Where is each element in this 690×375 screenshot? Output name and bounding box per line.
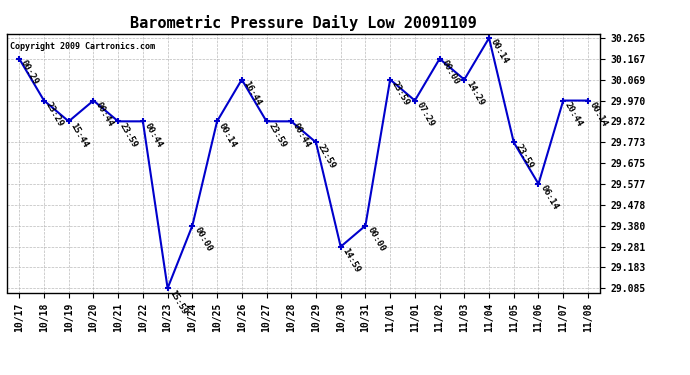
Text: 00:00: 00:00 bbox=[440, 59, 461, 87]
Title: Barometric Pressure Daily Low 20091109: Barometric Pressure Daily Low 20091109 bbox=[130, 15, 477, 31]
Text: 00:00: 00:00 bbox=[366, 226, 386, 254]
Text: 23:59: 23:59 bbox=[514, 142, 535, 170]
Text: 00:29: 00:29 bbox=[19, 59, 41, 87]
Text: 23:59: 23:59 bbox=[390, 80, 411, 107]
Text: 20:44: 20:44 bbox=[563, 100, 584, 128]
Text: 00:14: 00:14 bbox=[217, 122, 238, 149]
Text: 14:59: 14:59 bbox=[341, 247, 362, 274]
Text: 23:29: 23:29 bbox=[44, 100, 66, 128]
Text: 00:44: 00:44 bbox=[93, 100, 115, 128]
Text: 15:59: 15:59 bbox=[168, 288, 189, 316]
Text: 16:44: 16:44 bbox=[241, 80, 263, 107]
Text: 22:59: 22:59 bbox=[316, 142, 337, 170]
Text: 00:00: 00:00 bbox=[193, 226, 214, 254]
Text: Copyright 2009 Cartronics.com: Copyright 2009 Cartronics.com bbox=[10, 42, 155, 51]
Text: 00:44: 00:44 bbox=[291, 122, 313, 149]
Text: 06:14: 06:14 bbox=[538, 184, 560, 211]
Text: 07:29: 07:29 bbox=[415, 100, 436, 128]
Text: 00:44: 00:44 bbox=[143, 122, 164, 149]
Text: 23:59: 23:59 bbox=[118, 122, 139, 149]
Text: 14:29: 14:29 bbox=[464, 80, 486, 107]
Text: 15:44: 15:44 bbox=[69, 122, 90, 149]
Text: 23:59: 23:59 bbox=[266, 122, 288, 149]
Text: 00:14: 00:14 bbox=[489, 38, 511, 66]
Text: 00:14: 00:14 bbox=[588, 100, 609, 128]
